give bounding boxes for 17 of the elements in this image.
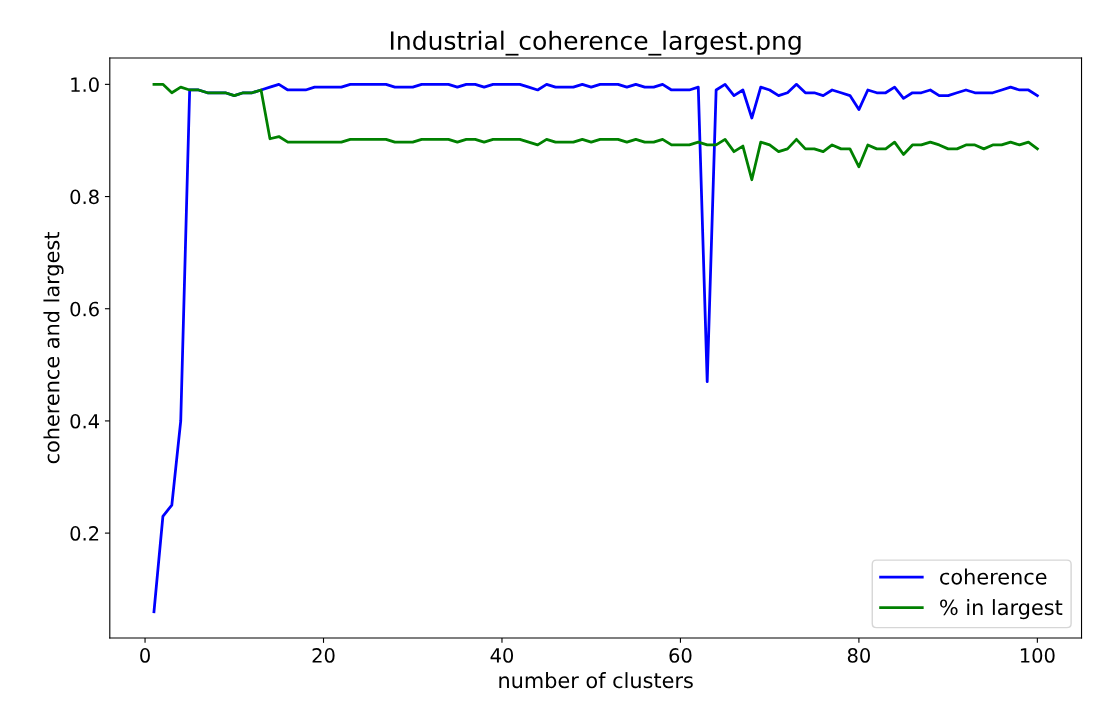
chart-title: Industrial_coherence_largest.png xyxy=(390,30,801,56)
x-tick-label: 40 xyxy=(490,648,514,663)
x-tick-label: 20 xyxy=(312,648,335,663)
legend-label: % in largest xyxy=(940,599,1063,620)
y-tick-label: 0.4 xyxy=(70,413,99,429)
x-axis-title: number of clusters xyxy=(499,672,693,689)
x-tick-label: 0 xyxy=(140,648,150,663)
y-tick-label: 0.6 xyxy=(70,301,99,317)
legend-label: coherence xyxy=(940,568,1047,585)
x-tick-label: 60 xyxy=(669,648,692,663)
x-tick-label: 100 xyxy=(1020,648,1055,663)
y-tick-label: 1.0 xyxy=(71,77,99,93)
y-tick-label: 0.2 xyxy=(70,526,99,541)
y-tick-label: 0.8 xyxy=(70,189,99,205)
x-tick-label: 80 xyxy=(847,648,870,663)
line-series xyxy=(152,82,1039,182)
y-axis-title: coherence and largest xyxy=(43,232,64,464)
